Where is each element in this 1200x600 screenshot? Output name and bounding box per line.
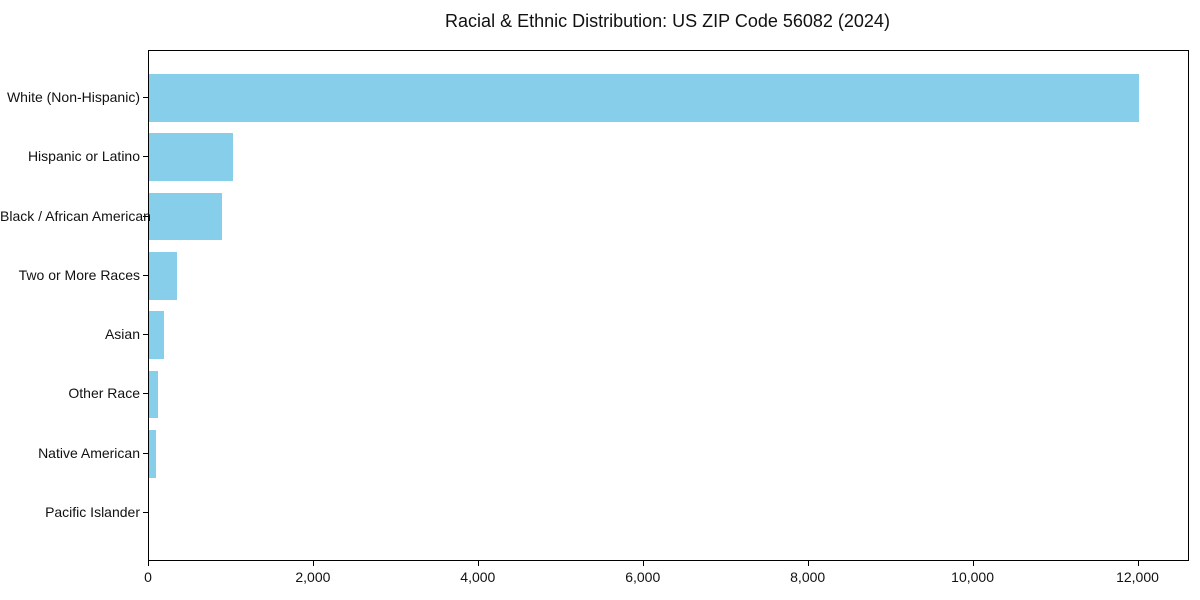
y-axis-tick <box>143 452 148 454</box>
plot-area <box>148 50 1189 561</box>
x-axis-tick <box>642 561 644 566</box>
x-axis-tick-label: 6,000 <box>625 569 661 585</box>
y-axis-label: Two or More Races <box>18 266 140 283</box>
x-axis-tick-label: 12,000 <box>1116 569 1159 585</box>
y-axis-tick <box>143 96 148 98</box>
bar-two-or-more-races <box>149 252 178 300</box>
y-axis-label: White (Non-Hispanic) <box>6 88 140 105</box>
x-axis-tick <box>1137 561 1139 566</box>
x-axis-tick-label: 0 <box>144 569 152 585</box>
y-axis-tick <box>143 334 148 336</box>
x-axis-tick-label: 4,000 <box>460 569 496 585</box>
y-axis-tick <box>143 156 148 158</box>
y-axis-tick <box>143 393 148 395</box>
y-axis-label: Asian <box>104 326 140 343</box>
bar-asian <box>149 311 164 359</box>
x-axis-tick <box>972 561 974 566</box>
y-axis-tick <box>143 274 148 276</box>
bar-native-american <box>149 430 156 478</box>
y-axis-tick <box>143 215 148 217</box>
bar-black-african-american <box>149 192 223 241</box>
x-axis-tick-label: 10,000 <box>951 569 994 585</box>
chart-title: Racial & Ethnic Distribution: US ZIP Cod… <box>445 11 890 31</box>
x-axis-tick-label: 8,000 <box>790 569 826 585</box>
y-axis-label: Native American <box>38 444 140 461</box>
x-axis-tick <box>477 561 479 566</box>
x-axis-tick <box>148 561 149 566</box>
x-axis-tick-label: 2,000 <box>295 569 331 585</box>
x-axis-tick <box>312 561 314 566</box>
y-axis-label: Hispanic or Latino <box>27 148 140 165</box>
bar-white-non-hispanic- <box>149 74 1139 122</box>
x-axis-tick <box>807 561 809 566</box>
bar-hispanic-or-latino <box>149 133 234 181</box>
y-axis-label: Other Race <box>68 385 140 402</box>
y-axis-label: Pacific Islander <box>45 504 140 521</box>
y-axis-tick <box>143 512 148 514</box>
bar-other-race <box>149 370 159 419</box>
y-axis-label: Black / African American <box>0 207 151 224</box>
